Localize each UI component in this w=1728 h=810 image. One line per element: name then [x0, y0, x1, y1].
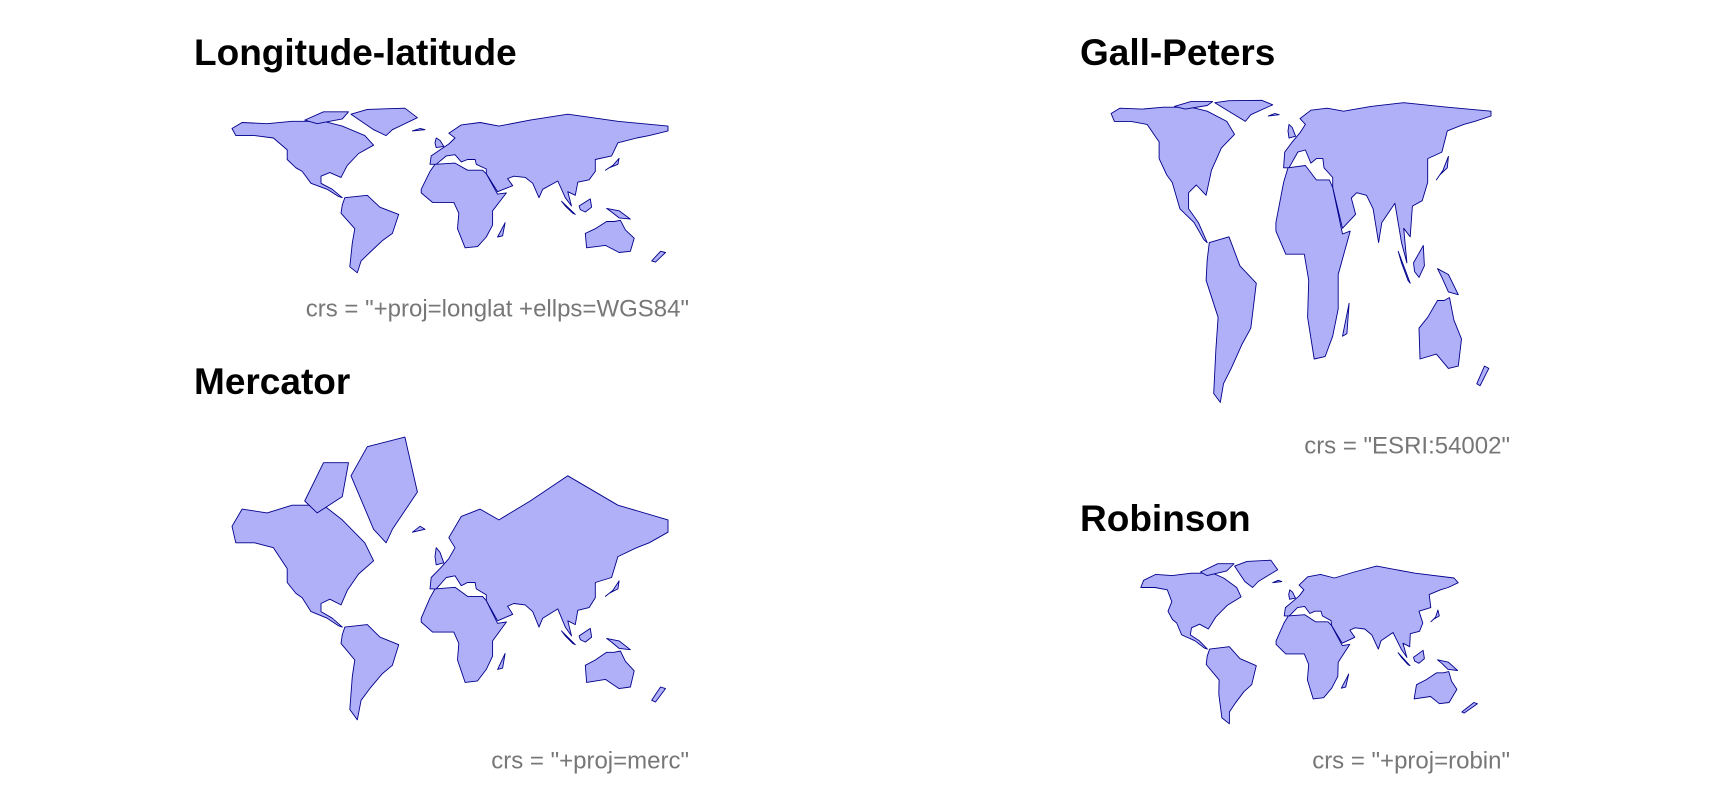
land-shape	[1418, 297, 1462, 369]
land-shape	[411, 128, 426, 132]
land-shape	[231, 504, 375, 628]
land-shape	[1275, 165, 1351, 360]
land-shape	[584, 219, 635, 253]
land-shape	[1437, 659, 1459, 671]
panel-title: Robinson	[1080, 498, 1251, 539]
land-shape	[606, 207, 631, 220]
land-shape	[1342, 302, 1350, 337]
land-shape	[578, 198, 593, 213]
land-shape	[1461, 702, 1478, 714]
land-shape	[340, 624, 400, 721]
land-shape	[1272, 579, 1283, 584]
land-shape	[604, 157, 620, 171]
land-shape	[497, 653, 506, 670]
panel-caption: crs = "+proj=robin"	[1312, 747, 1510, 774]
land-shape	[1413, 649, 1425, 664]
land-shape	[1214, 99, 1274, 122]
panel-title: Gall-Peters	[1080, 32, 1275, 73]
land-shape	[1234, 559, 1279, 588]
land-shape	[1397, 652, 1411, 667]
land-shape	[420, 586, 507, 683]
land-shape	[429, 113, 669, 207]
land-shape	[578, 627, 593, 643]
panel-caption: crs = "+proj=longlat +ellps=WGS84"	[306, 295, 689, 322]
land-shape	[1283, 102, 1492, 264]
land-shape	[231, 120, 375, 199]
land-shape	[1397, 250, 1411, 284]
panel-caption: crs = "ESRI:54002"	[1304, 432, 1510, 459]
land-shape	[1205, 236, 1257, 403]
land-shape	[1140, 572, 1242, 650]
land-shape	[1173, 101, 1214, 110]
land-shape	[561, 200, 576, 215]
panel-caption: crs = "+proj=merc"	[491, 747, 689, 774]
world-map	[1110, 99, 1492, 403]
land-shape	[350, 107, 418, 137]
land-shape	[497, 222, 506, 238]
land-shape	[304, 111, 349, 125]
land-shape	[604, 580, 620, 597]
land-shape	[1437, 268, 1459, 296]
land-shape	[1435, 155, 1449, 181]
land-shape	[606, 637, 631, 651]
land-shape	[1288, 589, 1296, 600]
land-shape	[429, 475, 669, 637]
panel-title: Longitude-latitude	[194, 32, 517, 73]
land-shape	[1476, 365, 1490, 387]
land-shape	[1205, 646, 1257, 725]
land-shape	[434, 547, 445, 566]
land-shape	[1340, 673, 1350, 689]
land-shape	[340, 194, 400, 274]
land-shape	[1200, 563, 1235, 577]
land-shape	[1430, 609, 1440, 623]
land-shape	[584, 650, 635, 690]
land-shape	[561, 630, 576, 646]
panel-title: Mercator	[194, 361, 350, 402]
world-map	[1140, 559, 1478, 725]
land-shape	[651, 250, 666, 263]
land-shape	[1267, 113, 1280, 117]
land-shape	[1287, 123, 1297, 139]
land-shape	[651, 686, 666, 703]
land-shape	[411, 525, 426, 533]
land-shape	[1413, 245, 1425, 278]
land-shape	[304, 462, 349, 514]
land-shape	[420, 162, 507, 249]
land-shape	[434, 137, 445, 149]
land-shape	[350, 436, 418, 544]
world-map	[231, 107, 669, 274]
world-map	[231, 436, 669, 721]
land-shape	[1283, 565, 1459, 658]
land-shape	[1275, 614, 1351, 700]
land-shape	[1413, 671, 1458, 705]
land-shape	[1110, 106, 1235, 244]
